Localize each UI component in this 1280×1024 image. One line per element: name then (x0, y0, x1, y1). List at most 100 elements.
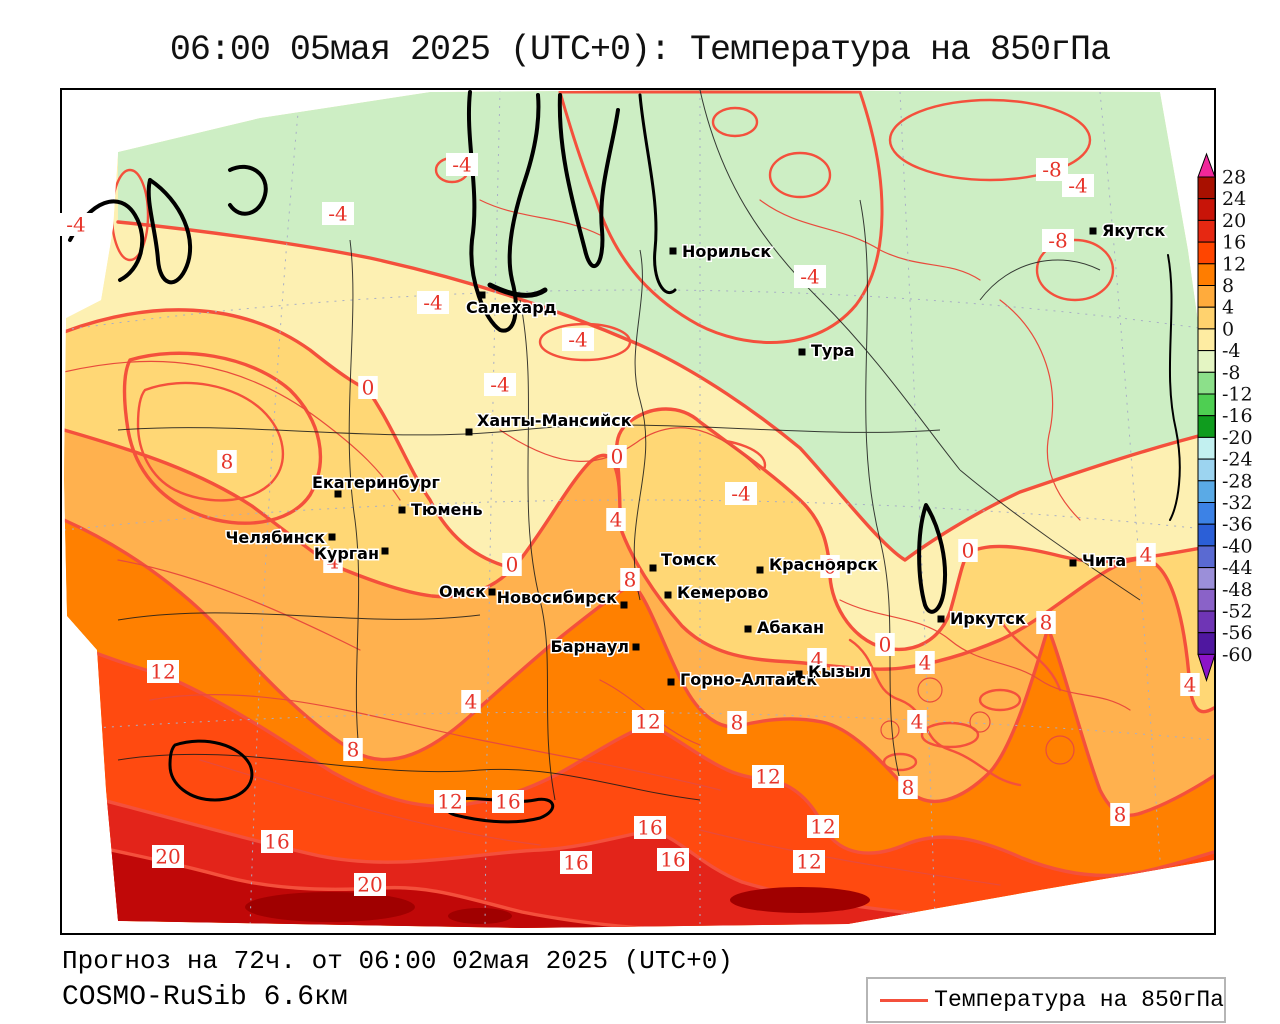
contour-label: 4 (461, 690, 481, 714)
contour-label: 16 (560, 851, 592, 875)
colorbar-tick-label: -48 (1222, 579, 1253, 601)
svg-text:4: 4 (911, 710, 924, 734)
contour-label: 0 (820, 555, 840, 579)
colorbar-cell (1197, 588, 1216, 612)
contour-labels: -4 -4 -4 -4 -4 -4 -4 -8 -4 -8 -4 0 8 0 4 0 4 0 0 4 8 0 4 4 8 4 12 4… (60, 153, 1200, 897)
colorbar-tick-label: -4 (1222, 340, 1241, 362)
svg-text:-4: -4 (423, 291, 442, 315)
lake-baikal (917, 503, 948, 614)
contour-label: 16 (634, 816, 666, 840)
colorbar-tick-label: 8 (1222, 275, 1234, 297)
contour-label: 16 (657, 848, 689, 872)
svg-text:12: 12 (635, 710, 660, 734)
contour-label: 8 (343, 738, 363, 762)
svg-text:Барнаул: Барнаул (551, 637, 629, 656)
contour-label: 4 (807, 648, 827, 672)
colorbar-tick-label: 4 (1222, 297, 1234, 319)
colorbar-tick-label: -60 (1222, 644, 1253, 666)
city-Курган: Курган (312, 543, 389, 565)
svg-text:Красноярск: Красноярск (769, 555, 878, 574)
colorbar-cell (1197, 285, 1216, 308)
band-north-mint (118, 90, 1214, 560)
colorbar-over-triangle (1197, 152, 1216, 178)
city-Салехард: Салехард (465, 291, 558, 319)
svg-text:Ханты-Мансийск: Ханты-Мансийск (477, 411, 632, 430)
city-Абакан: Абакан (744, 617, 826, 639)
svg-text:4: 4 (465, 690, 478, 714)
contour-label: 20 (152, 845, 184, 869)
colorbar-cell (1197, 632, 1216, 655)
colorbar-tick-label: -24 (1222, 449, 1253, 471)
colorbar-tick-label: -56 (1222, 622, 1253, 644)
contour-label: 8 (1036, 611, 1056, 635)
contour-label: 4 (1136, 543, 1156, 567)
contour-label: 16 (261, 830, 293, 854)
colorbar-tick-label: -52 (1222, 601, 1253, 623)
city-Кемерово: Кемерово (664, 582, 770, 604)
contour-label: 8 (217, 450, 237, 474)
colorbar-cell (1197, 241, 1216, 265)
svg-text:8: 8 (1114, 803, 1127, 827)
svg-text:-4: -4 (66, 213, 85, 237)
colorbar-cell (1197, 610, 1216, 634)
contour-label: 16 (492, 790, 524, 814)
lake-southwest (168, 739, 254, 802)
colorbar-cell (1197, 502, 1216, 525)
svg-text:-4: -4 (490, 373, 509, 397)
city-Иркутск: Иркутск (937, 608, 1027, 630)
svg-text:-4: -4 (328, 202, 347, 226)
contour-label: -4 (794, 265, 826, 289)
colorbar-cell (1197, 393, 1216, 417)
svg-text:Тюмень: Тюмень (411, 500, 483, 519)
svg-text:4: 4 (919, 651, 932, 675)
city-markers: Норильск Салехард Тура Якутск Ханты-Мансийск… (224, 220, 1167, 691)
city-Тюмень: Тюмень (398, 499, 484, 521)
contour-label: 12 (632, 710, 664, 734)
svg-text:8: 8 (902, 776, 915, 800)
colorbar-cell (1197, 567, 1216, 590)
colorbar-tick-label: -12 (1222, 384, 1253, 406)
contour-label: 0 (607, 445, 627, 469)
svg-text:Абакан: Абакан (757, 618, 824, 637)
band-12-16 (64, 640, 1214, 928)
temperature-bands (64, 90, 1214, 928)
admin-borders (117, 90, 1141, 801)
svg-text:Екатеринбург: Екатеринбург (312, 473, 440, 492)
colorbar-tick-label: 20 (1222, 210, 1246, 232)
svg-text:Новосибирск: Новосибирск (497, 588, 618, 607)
svg-text:0: 0 (824, 555, 837, 579)
colorbar-cell (1197, 306, 1216, 330)
colorbar-under-triangle (1197, 653, 1216, 683)
svg-text:Кемерово: Кемерово (677, 583, 768, 602)
svg-text:12: 12 (810, 815, 835, 839)
svg-text:-4: -4 (452, 153, 471, 177)
colorbar-cell (1197, 176, 1216, 200)
svg-text:Омск: Омск (439, 582, 486, 601)
contour-label: 0 (958, 539, 978, 563)
colorbar-cell (1197, 480, 1216, 503)
contour-label: 4 (907, 710, 927, 734)
svg-text:4: 4 (610, 508, 623, 532)
colorbar-cell (1197, 436, 1216, 460)
contour-label: 4 (606, 508, 626, 532)
svg-text:Тура: Тура (811, 341, 855, 360)
svg-text:0: 0 (879, 633, 892, 657)
contour-label: 8 (1110, 803, 1130, 827)
svg-text:20: 20 (155, 845, 180, 869)
svg-text:Якутск: Якутск (1102, 221, 1165, 240)
svg-text:Иркутск: Иркутск (950, 609, 1026, 628)
svg-text:16: 16 (563, 851, 588, 875)
city-Новосибирск: Новосибирск (495, 587, 628, 609)
contour-label: 12 (147, 660, 179, 684)
band-24-28-cores (245, 887, 870, 924)
contour-label: -8 (1036, 158, 1068, 182)
colorbar-tick-label: -20 (1222, 427, 1253, 449)
thin-contours (64, 199, 1131, 886)
colorbar-tick-label: 24 (1222, 188, 1246, 210)
colorbar-tick-label: -32 (1222, 492, 1253, 514)
colorbar-tick-label: -16 (1222, 405, 1253, 427)
svg-text:12: 12 (150, 660, 175, 684)
contour-label: 0 (502, 553, 522, 577)
